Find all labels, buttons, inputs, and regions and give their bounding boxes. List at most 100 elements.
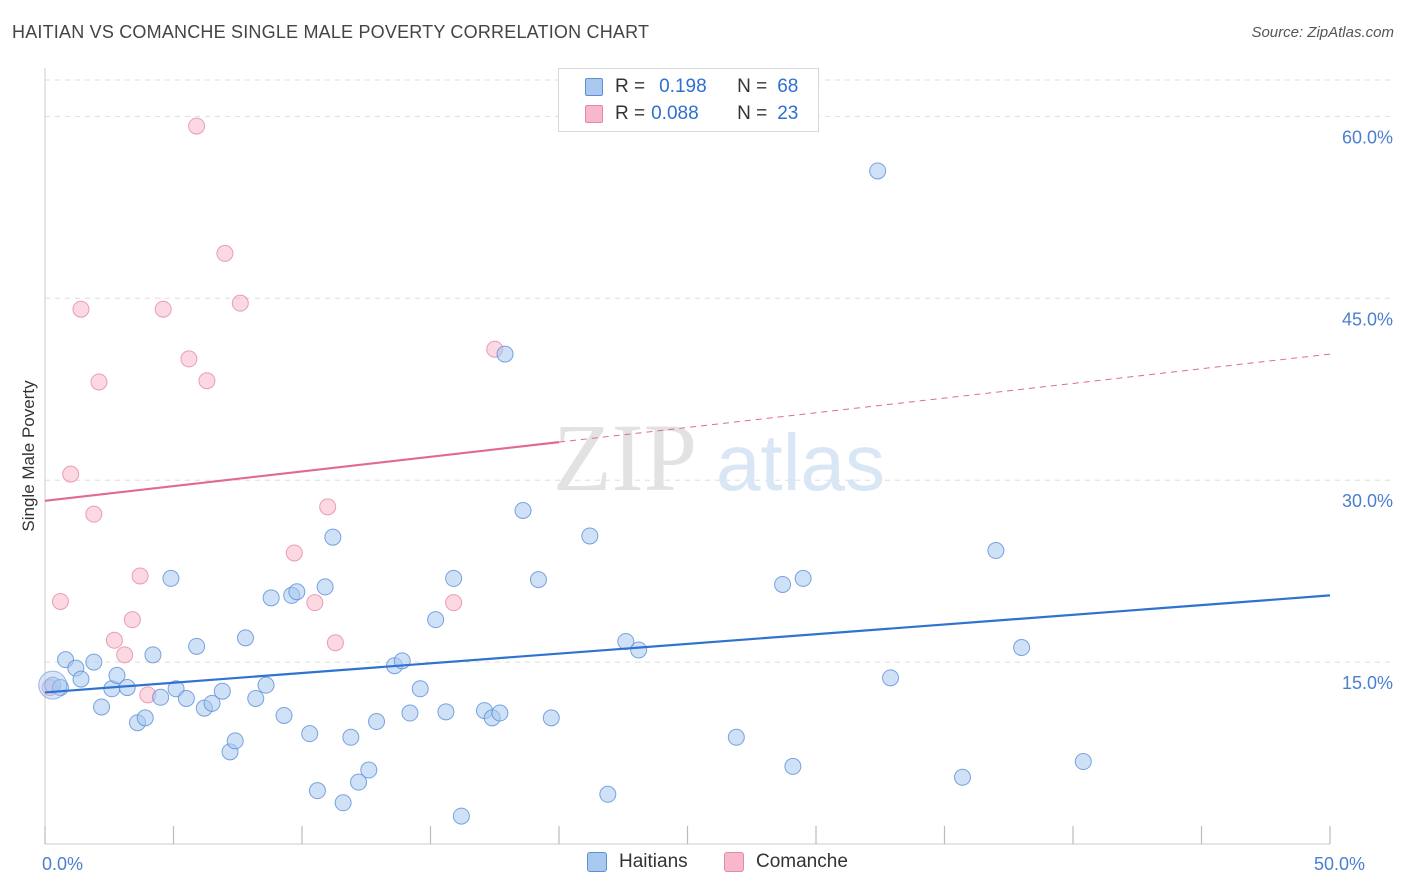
- legend-r-value: 0.198: [659, 76, 707, 97]
- haitian-point: [452, 807, 470, 825]
- legend-row-haitians: R = 0.198 N = 68: [585, 74, 798, 100]
- comanche-point: [319, 498, 337, 516]
- haitian-point: [316, 578, 334, 596]
- haitian-point: [401, 704, 419, 722]
- haitian-point: [1074, 753, 1092, 771]
- comanche-point: [72, 300, 90, 318]
- watermark-zip: ZIP: [553, 404, 697, 511]
- bottom-legend-label-comanche: Comanche: [756, 851, 848, 872]
- comanche-point: [326, 634, 344, 652]
- comanche-point: [90, 373, 108, 391]
- legend-r-label: R =: [615, 103, 646, 124]
- legend-row-comanche: R = 0.088 N = 23: [585, 101, 798, 127]
- axes: [44, 68, 1331, 845]
- haitian-point: [93, 698, 111, 716]
- haitian-trend-line: [44, 594, 1331, 694]
- comanche-point: [216, 244, 234, 262]
- x-tick-label: 0.0%: [42, 854, 83, 874]
- haitian-point: [236, 629, 254, 647]
- y-tick-label: 15.0%: [1342, 673, 1393, 693]
- haitian-point: [177, 689, 195, 707]
- legend-n-value: 68: [777, 76, 799, 97]
- comanche-point: [116, 646, 134, 664]
- haitian-point: [630, 641, 648, 659]
- haitian-point: [108, 666, 126, 684]
- haitian-point: [213, 682, 231, 700]
- haitian-point: [599, 785, 617, 803]
- haitian-point: [869, 162, 887, 180]
- legend-n-label: N =: [737, 76, 768, 97]
- source-label: Source: ZipAtlas.com: [1251, 24, 1394, 41]
- legend-n-label: N =: [737, 103, 768, 124]
- comanche-point: [306, 594, 324, 612]
- haitian-point: [427, 611, 445, 629]
- comanche-point: [62, 465, 80, 483]
- haitian-point: [774, 575, 792, 593]
- haitian-point: [953, 768, 971, 786]
- haitian-point: [301, 725, 319, 743]
- watermark-atlas: atlas: [716, 418, 885, 507]
- gridlines: [45, 79, 1395, 663]
- bottom-legend-comanche: Comanche: [724, 851, 848, 873]
- x-tick-label: 50.0%: [1314, 854, 1365, 874]
- comanche-point: [445, 594, 463, 612]
- haitian-cluster-point: [38, 670, 68, 700]
- comanche-trend-line-dashed: [558, 353, 1331, 443]
- trend-lines: [44, 353, 1331, 694]
- haitian-point: [784, 757, 802, 775]
- haitian-point: [368, 713, 386, 731]
- bottom-legend-haitians: Haitians: [587, 851, 688, 873]
- haitian-point: [308, 782, 326, 800]
- haitian-point: [247, 689, 265, 707]
- y-tick-label: 60.0%: [1342, 127, 1393, 147]
- comanche-point: [85, 505, 103, 523]
- comanche-point: [198, 372, 216, 390]
- haitian-point: [491, 704, 509, 722]
- haitian-point: [581, 527, 599, 545]
- haitian-point: [727, 728, 745, 746]
- comanche-point: [105, 631, 123, 649]
- y-axis-label: Single Male Poverty: [19, 380, 38, 532]
- haitian-point: [987, 542, 1005, 560]
- comanche-point: [188, 117, 206, 135]
- y-tick-label: 30.0%: [1342, 491, 1393, 511]
- comanche-point: [51, 592, 69, 610]
- haitian-point: [360, 761, 378, 779]
- legend-r-label: R =: [615, 76, 646, 97]
- haitian-point: [257, 676, 275, 694]
- comanche-point: [231, 294, 249, 312]
- stats-legend: R = 0.198 N = 68 R = 0.088 N = 23: [558, 68, 819, 132]
- haitian-point: [794, 569, 812, 587]
- bottom-legend-swatch-haitians: [587, 852, 607, 872]
- haitian-point: [188, 637, 206, 655]
- haitian-point: [72, 670, 90, 688]
- legend-swatch-haitians: [585, 78, 603, 96]
- haitian-point: [342, 728, 360, 746]
- comanche-point: [180, 350, 198, 368]
- haitian-point: [152, 688, 170, 706]
- legend-swatch-comanche: [585, 105, 603, 123]
- comanche-trend-line: [44, 441, 560, 502]
- chart-title: HAITIAN VS COMANCHE SINGLE MALE POVERTY …: [12, 22, 650, 42]
- legend-r-value: 0.088: [651, 103, 699, 124]
- haitian-point: [411, 680, 429, 698]
- haitian-point: [334, 794, 352, 812]
- y-tick-label: 45.0%: [1342, 309, 1393, 329]
- haitian-point: [162, 569, 180, 587]
- haitian-point: [542, 709, 560, 727]
- haitian-point: [226, 732, 244, 750]
- haitian-point: [445, 569, 463, 587]
- haitian-point: [882, 669, 900, 687]
- haitian-point: [529, 571, 547, 589]
- tick-labels: 15.0% 30.0% 45.0% 60.0% 0.0% 50.0%: [42, 127, 1393, 874]
- haitian-point: [496, 345, 514, 363]
- haitian-point: [514, 502, 532, 520]
- haitian-point: [275, 706, 293, 724]
- haitian-point: [136, 709, 154, 727]
- haitian-points: [38, 162, 1092, 825]
- comanche-point: [123, 611, 141, 629]
- comanche-point: [131, 567, 149, 585]
- haitian-point: [288, 583, 306, 601]
- haitian-point: [324, 528, 342, 546]
